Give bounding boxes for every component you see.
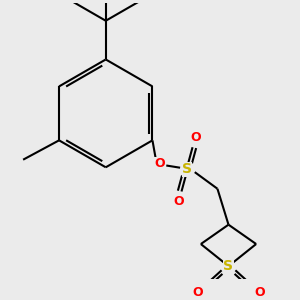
Text: O: O	[254, 286, 265, 299]
Text: O: O	[192, 286, 203, 299]
Text: O: O	[154, 157, 165, 170]
Text: S: S	[224, 259, 233, 273]
Text: S: S	[182, 162, 192, 176]
Text: O: O	[190, 130, 201, 143]
Text: O: O	[173, 195, 184, 208]
